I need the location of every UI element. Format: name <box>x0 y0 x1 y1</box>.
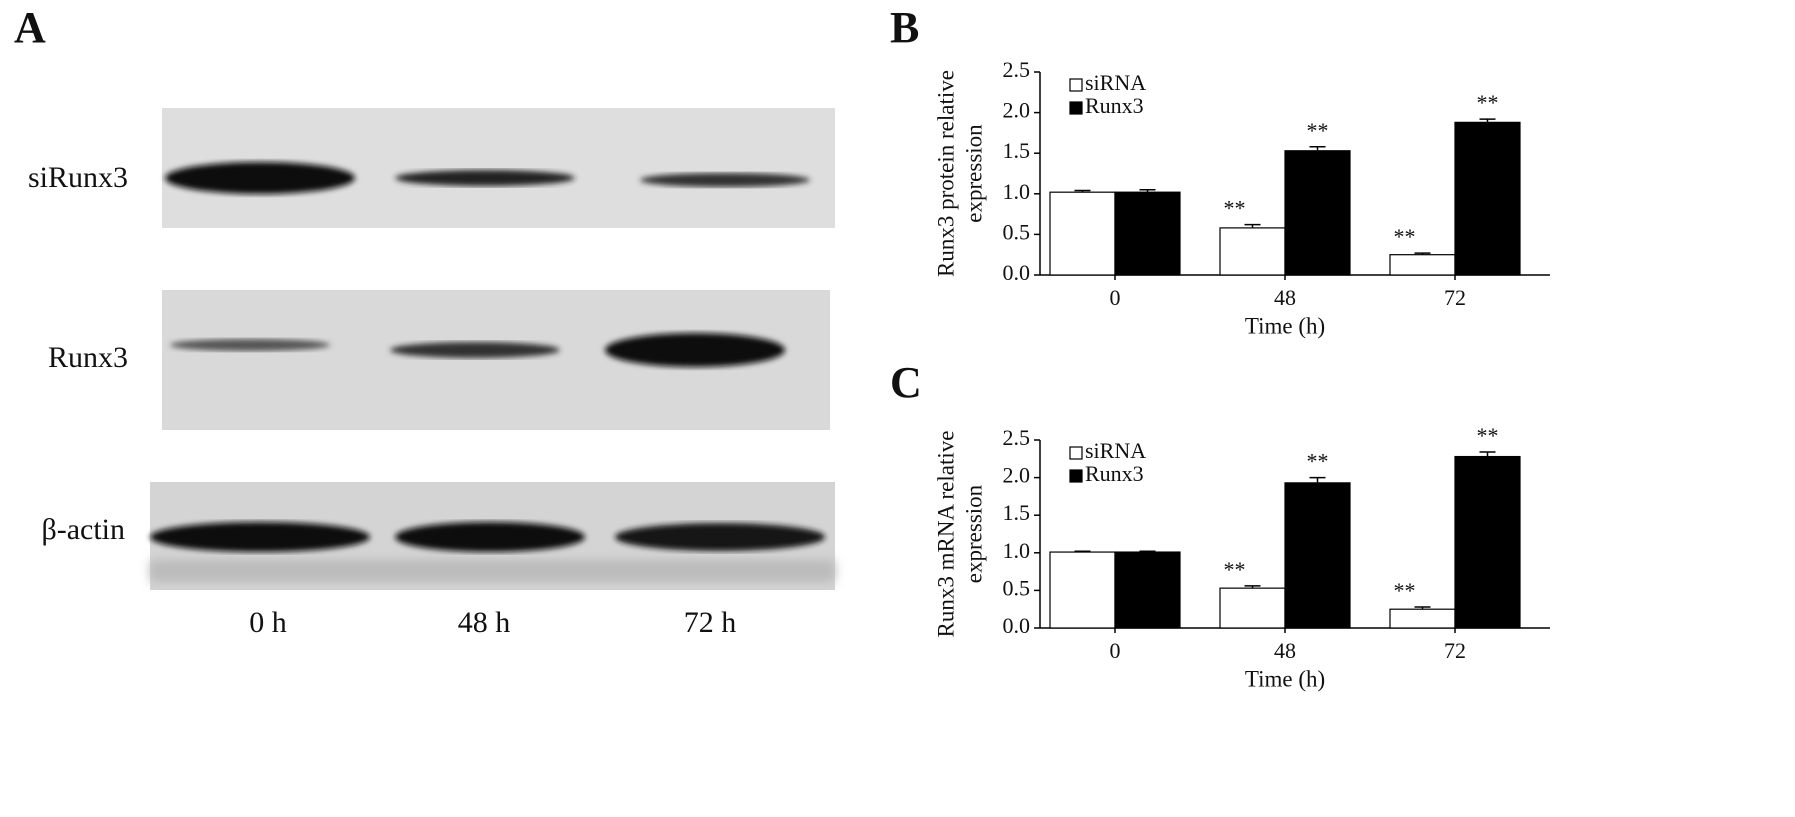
significance: ** <box>1477 90 1499 115</box>
significance: ** <box>1224 196 1246 221</box>
bar <box>1219 227 1286 276</box>
error-bar <box>1139 188 1156 193</box>
y-tick-label: 0.0 <box>1003 260 1031 285</box>
row-label: siRunx3 <box>28 161 128 194</box>
bar <box>1454 121 1521 276</box>
lane-label: 48 h <box>458 606 511 639</box>
bar <box>1114 191 1181 276</box>
significance: ** <box>1394 578 1416 603</box>
y-tick-label: 1.0 <box>1003 538 1031 563</box>
blot-smear <box>150 560 835 582</box>
y-tick-label: 1.5 <box>1003 138 1031 163</box>
row-label: Runx3 <box>48 341 128 374</box>
band <box>395 170 575 186</box>
bar <box>1049 191 1116 276</box>
legend-swatch <box>1069 78 1083 92</box>
y-axis-title: expression <box>961 124 986 223</box>
significance: ** <box>1224 557 1246 582</box>
error-bar <box>1479 451 1496 457</box>
y-tick-label: 2.0 <box>1003 98 1031 123</box>
error-bar <box>1309 145 1326 151</box>
error-bar <box>1479 118 1496 123</box>
y-tick-label: 2.5 <box>1003 425 1031 450</box>
y-tick-label: 0.5 <box>1003 575 1031 600</box>
legend-swatch <box>1069 469 1083 483</box>
y-tick-label: 1.5 <box>1003 500 1031 525</box>
x-tick-label: 48 <box>1274 638 1296 663</box>
y-axis-title: Runx3 mRNA relative <box>933 431 958 638</box>
band <box>605 333 785 367</box>
y-tick-label: 1.0 <box>1003 179 1031 204</box>
band <box>170 339 330 351</box>
band <box>390 342 560 358</box>
lane-label: 0 h <box>249 606 287 639</box>
error-bar <box>1244 223 1261 228</box>
bar <box>1389 608 1456 629</box>
panel-label: C <box>890 358 922 407</box>
legend-label: Runx3 <box>1085 93 1144 118</box>
western-blot <box>150 108 835 590</box>
bar <box>1389 254 1456 276</box>
band <box>615 523 825 551</box>
lane-label: 72 h <box>684 606 737 639</box>
y-axis-title: Runx3 protein relative <box>933 70 958 277</box>
row-label: β-actin <box>41 513 125 546</box>
significance: ** <box>1307 449 1329 474</box>
error-bar <box>1414 252 1431 255</box>
legend-label: siRNA <box>1085 70 1146 95</box>
x-tick-label: 0 <box>1110 285 1121 310</box>
error-bar <box>1309 476 1326 483</box>
panel-label: A <box>14 3 46 52</box>
band <box>150 522 370 552</box>
x-axis-title: Time (h) <box>1245 313 1325 338</box>
significance: ** <box>1394 224 1416 249</box>
x-tick-label: 48 <box>1274 285 1296 310</box>
band <box>640 173 810 187</box>
y-axis-title: expression <box>961 484 986 583</box>
bar <box>1049 551 1116 629</box>
bar <box>1219 587 1286 629</box>
significance: ** <box>1307 118 1329 143</box>
y-tick-label: 2.0 <box>1003 463 1031 488</box>
bar <box>1284 482 1351 629</box>
panel-label: B <box>890 3 919 52</box>
significance: ** <box>1477 423 1499 448</box>
legend-swatch <box>1069 101 1083 115</box>
band <box>395 522 585 552</box>
bar <box>1114 551 1181 629</box>
error-bar <box>1074 550 1091 553</box>
x-tick-label: 72 <box>1444 638 1466 663</box>
y-tick-label: 2.5 <box>1003 57 1031 82</box>
y-tick-label: 0.5 <box>1003 219 1031 244</box>
error-bar <box>1414 606 1431 610</box>
bar <box>1284 150 1351 276</box>
legend-label: Runx3 <box>1085 461 1144 486</box>
error-bar <box>1244 585 1261 589</box>
error-bar <box>1139 550 1156 553</box>
legend-label: siRNA <box>1085 438 1146 463</box>
x-axis-title: Time (h) <box>1245 666 1325 691</box>
legend-swatch <box>1069 446 1083 460</box>
y-tick-label: 0.0 <box>1003 613 1031 638</box>
bar <box>1454 455 1521 629</box>
x-tick-label: 72 <box>1444 285 1466 310</box>
x-tick-label: 0 <box>1110 638 1121 663</box>
band <box>165 162 355 194</box>
error-bar <box>1074 189 1091 193</box>
